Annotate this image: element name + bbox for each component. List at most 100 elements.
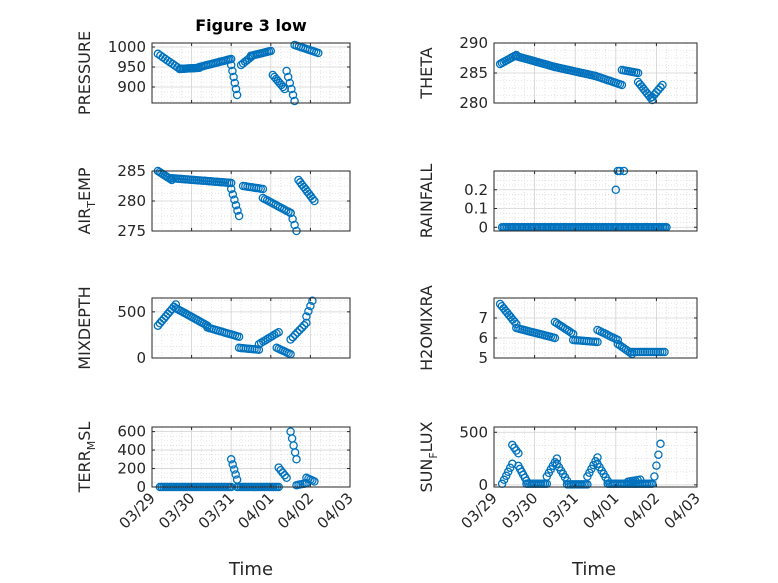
data-point: [299, 321, 309, 330]
data-point: [234, 211, 244, 221]
y-tick-label: 0: [136, 349, 146, 367]
data-point: [512, 319, 521, 329]
data-point: [310, 196, 319, 206]
data-point: [314, 48, 323, 58]
y-tick-label: 0: [136, 478, 146, 496]
axes-box: [493, 170, 698, 232]
subplot-5: 0 500 MIXDEPTH: [75, 286, 351, 370]
y-axis-label: H2OMIXRA: [417, 285, 436, 371]
y-tick-label: 285: [459, 64, 488, 82]
data-point: [550, 333, 560, 343]
data-point: [267, 331, 277, 341]
data-point: [230, 78, 240, 88]
data-point: [611, 185, 621, 195]
data-point: [228, 190, 238, 199]
data-point: [233, 206, 242, 215]
data-point: [226, 455, 236, 464]
data-point: [231, 84, 241, 94]
data-point: [656, 83, 665, 92]
data-point: [505, 463, 515, 473]
y-tick-label: 280: [117, 192, 146, 210]
y-tick-label: 500: [117, 303, 146, 321]
data-point: [226, 60, 236, 70]
data-point: [593, 453, 602, 462]
data-point: [304, 306, 313, 316]
data-point: [278, 82, 288, 92]
data-point: [633, 68, 643, 78]
data-point: [285, 78, 295, 88]
data-point: [290, 220, 299, 230]
y-tick-label: 7: [478, 309, 488, 327]
data-point: [274, 327, 283, 337]
axes-box: [151, 42, 351, 104]
data-point: [310, 477, 319, 486]
y-tick-label: 0.1: [464, 200, 488, 218]
data-point: [648, 92, 657, 102]
y-axis-label: TERRMSL: [75, 422, 98, 494]
data-point: [514, 449, 523, 458]
figure-title: Figure 3 low: [195, 16, 307, 35]
y-axis-label: MIXDEPTH: [75, 286, 94, 369]
data-point: [228, 66, 237, 76]
x-axis-label-right: Time: [571, 559, 616, 580]
data-point: [654, 85, 663, 95]
subplot-3: 275 280 285 AIRTEMP: [75, 162, 351, 240]
y-axis-label: AIRTEMP: [75, 167, 98, 234]
y-axis-label: SUNFLUX: [417, 421, 440, 492]
axes-box: [151, 426, 351, 488]
data-point: [292, 455, 301, 464]
y-axis-label: THETA: [417, 47, 436, 99]
data-point: [660, 347, 669, 357]
y-tick-label: 0.2: [464, 181, 488, 199]
data-point: [288, 90, 298, 100]
data-point: [302, 318, 311, 328]
y-tick-label: 200: [117, 460, 146, 478]
subplot-2: 280 285 290 THETA: [417, 34, 698, 112]
data-point: [290, 96, 299, 106]
y-tick-label: 400: [117, 441, 146, 459]
y-tick-label: 500: [459, 423, 488, 441]
data-point: [258, 184, 268, 194]
data-point: [226, 54, 236, 64]
data-point: [635, 475, 645, 484]
y-tick-label: 950: [117, 58, 146, 76]
y-tick-label: 290: [459, 34, 488, 52]
axes-box: [493, 426, 698, 488]
data-point: [287, 84, 296, 94]
data-point: [231, 470, 240, 479]
data-point: [654, 450, 663, 459]
subplot-4: 00.10.2 RAINFALL: [417, 164, 698, 239]
data-point: [274, 463, 283, 472]
y-tick-label: 275: [117, 222, 146, 240]
y-tick-label: 285: [117, 162, 146, 180]
data-point: [283, 72, 293, 82]
data-point: [286, 335, 295, 344]
data-point: [499, 475, 509, 485]
data-point: [593, 337, 602, 347]
subplot-1: 900 950 1000 PRESSURE: [75, 31, 351, 115]
x-axis-label-left: Time: [228, 559, 273, 580]
data-point: [288, 332, 298, 342]
y-axis-label: PRESSURE: [75, 31, 94, 115]
data-point: [658, 80, 667, 90]
y-tick-label: 6: [478, 329, 488, 347]
data-point: [266, 46, 276, 56]
data-point: [230, 195, 239, 205]
data-point: [293, 328, 302, 337]
data-point: [650, 472, 659, 481]
data-point: [234, 332, 244, 342]
y-tick-label: 0: [478, 476, 488, 494]
data-point: [652, 461, 661, 470]
y-tick-label: 900: [117, 78, 146, 96]
data-point: [297, 323, 307, 332]
data-point: [308, 194, 317, 203]
data-point: [617, 80, 627, 90]
data-point: [254, 339, 264, 349]
y-axis-label: RAINFALL: [417, 164, 436, 239]
data-point: [226, 184, 236, 194]
subplot-6: 5 6 7 H2OMIXRA: [417, 285, 698, 371]
data-point: [552, 454, 562, 463]
data-point: [566, 328, 576, 337]
data-point: [282, 473, 291, 483]
